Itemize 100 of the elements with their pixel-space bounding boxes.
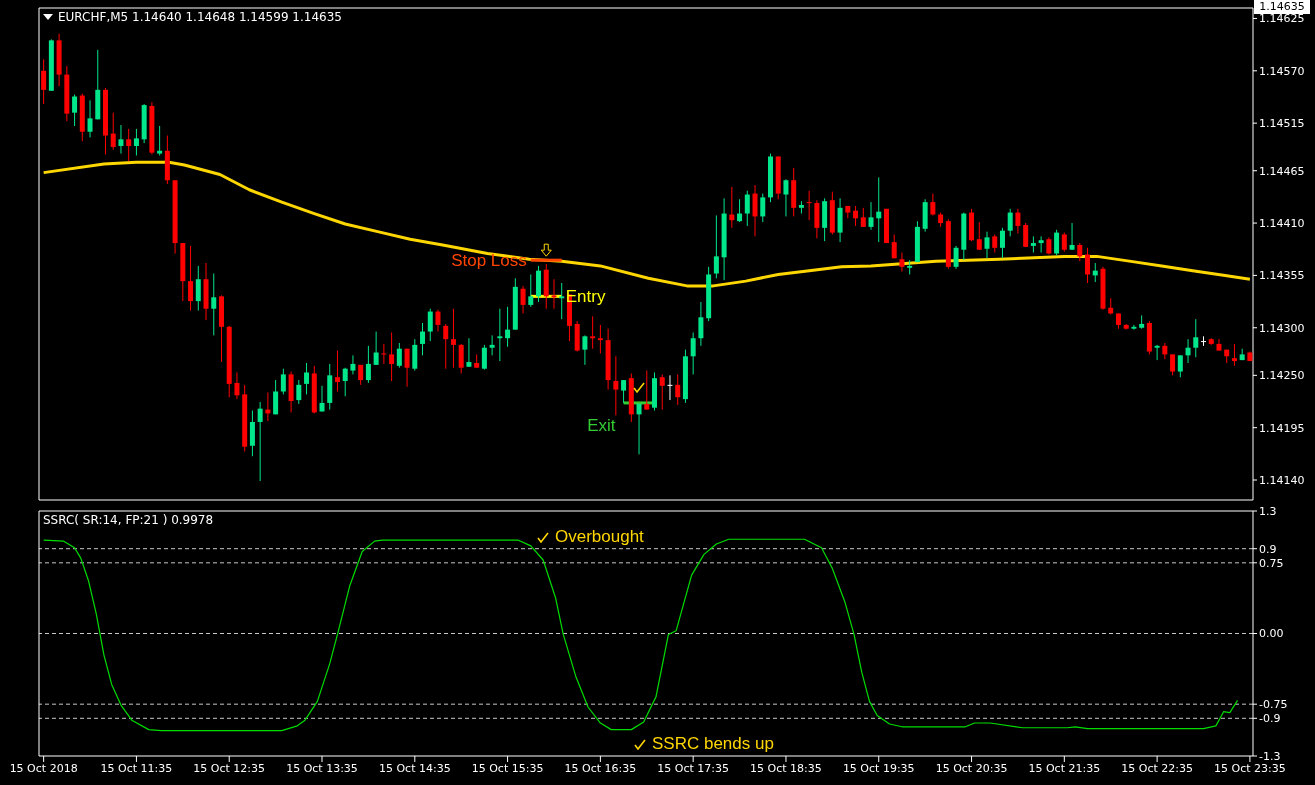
candlestick bbox=[1085, 247, 1091, 284]
candlestick bbox=[636, 403, 642, 455]
candlestick bbox=[613, 355, 619, 416]
candlestick bbox=[760, 193, 766, 223]
candlestick bbox=[118, 124, 124, 155]
candlestick bbox=[458, 343, 464, 374]
line-series bbox=[42, 160, 1252, 288]
candlestick bbox=[644, 370, 650, 411]
candlestick bbox=[234, 371, 240, 400]
candlestick bbox=[713, 214, 719, 279]
candlestick bbox=[744, 190, 750, 227]
candlestick bbox=[1231, 343, 1237, 367]
candlestick bbox=[1054, 229, 1060, 256]
candlestick bbox=[806, 190, 812, 221]
candlestick bbox=[698, 301, 704, 347]
y-tick-label: 0.75 bbox=[1259, 556, 1284, 570]
candlestick bbox=[659, 373, 665, 411]
candlestick bbox=[350, 354, 356, 375]
candlestick bbox=[1015, 208, 1021, 235]
candlestick bbox=[1007, 208, 1013, 237]
candlestick bbox=[899, 252, 905, 273]
candlestick bbox=[126, 128, 132, 162]
candlestick bbox=[505, 306, 511, 348]
candlestick bbox=[157, 125, 163, 156]
annotation: Overbought bbox=[555, 527, 644, 547]
x-tick-label: 15 Oct 18:35 bbox=[750, 761, 822, 775]
x-tick-label: 15 Oct 15:35 bbox=[471, 761, 544, 775]
annotation: Stop Loss bbox=[451, 251, 527, 271]
candlestick bbox=[211, 273, 217, 336]
candlestick bbox=[783, 178, 789, 217]
candlestick bbox=[1023, 222, 1029, 248]
candlestick bbox=[195, 265, 201, 312]
y-tick-label: 1.14515 bbox=[1259, 117, 1305, 131]
x-tick-label: 15 Oct 23:35 bbox=[1214, 761, 1286, 775]
y-tick-label: 1.14570 bbox=[1259, 64, 1305, 78]
candlestick bbox=[296, 379, 302, 405]
text: 1.14635 bbox=[1254, 0, 1310, 14]
candlestick bbox=[489, 334, 495, 356]
y-tick-label: 1.14355 bbox=[1259, 269, 1305, 283]
y-tick-label: 0.9 bbox=[1259, 542, 1277, 556]
candlestick bbox=[319, 385, 325, 412]
annotation: Exit bbox=[587, 415, 616, 435]
candlestick bbox=[396, 342, 402, 369]
x-tick-label: 15 Oct 11:35 bbox=[100, 761, 173, 775]
x-tick-label: 15 Oct 12:35 bbox=[193, 761, 266, 775]
candlestick bbox=[443, 323, 449, 370]
y-tick-label: 1.14195 bbox=[1259, 421, 1305, 435]
candlestick bbox=[342, 367, 348, 397]
candlestick bbox=[590, 315, 596, 350]
candlestick bbox=[1201, 335, 1207, 347]
candlestick bbox=[257, 401, 263, 482]
candlestick bbox=[1193, 318, 1199, 358]
candlestick bbox=[1131, 324, 1137, 331]
candlestick bbox=[87, 99, 93, 138]
x-tick-label: 15 Oct 21:35 bbox=[1028, 761, 1101, 775]
candlestick bbox=[435, 309, 441, 333]
y-tick-label: 1.3 bbox=[1259, 504, 1277, 518]
candlestick bbox=[1038, 235, 1044, 254]
candlestick bbox=[1077, 242, 1083, 262]
candlestick bbox=[304, 362, 310, 395]
x-tick-label: 15 Oct 2018 bbox=[9, 761, 78, 775]
candlestick bbox=[582, 334, 588, 366]
candlestick bbox=[853, 205, 859, 227]
candlestick bbox=[876, 176, 882, 243]
candlestick bbox=[497, 308, 503, 362]
candlestick bbox=[1216, 338, 1222, 352]
candlestick bbox=[752, 184, 758, 237]
y-tick-label: -1.3 bbox=[1259, 749, 1281, 763]
candlestick bbox=[466, 337, 472, 368]
x-tick-label: 15 Oct 16:35 bbox=[564, 761, 637, 775]
candlestick bbox=[551, 278, 557, 310]
candlestick bbox=[381, 343, 387, 365]
y-tick-label: 1.14410 bbox=[1259, 216, 1305, 230]
y-tick-label: 1.14140 bbox=[1259, 473, 1305, 487]
candlestick bbox=[389, 332, 395, 382]
candlestick bbox=[999, 227, 1005, 259]
annotation: Entry bbox=[565, 287, 606, 307]
x-tick-label: 15 Oct 22:35 bbox=[1121, 761, 1193, 775]
y-tick-label: 1.14465 bbox=[1259, 164, 1305, 178]
candlestick bbox=[667, 374, 673, 401]
candlestick bbox=[953, 245, 959, 270]
candlestick bbox=[528, 273, 534, 308]
candlestick bbox=[412, 338, 418, 372]
candlestick bbox=[1154, 344, 1160, 361]
candlestick bbox=[427, 308, 433, 342]
candlestick bbox=[1177, 354, 1183, 378]
y-tick-label: 0.00 bbox=[1259, 627, 1284, 641]
candlestick bbox=[188, 245, 194, 312]
candlestick bbox=[450, 308, 456, 369]
candlestick bbox=[72, 94, 78, 127]
candlestick bbox=[273, 379, 279, 415]
y-tick-label: -0.9 bbox=[1259, 712, 1281, 726]
y-tick-label: 1.14250 bbox=[1259, 369, 1305, 383]
candlestick bbox=[404, 348, 410, 388]
candlestick bbox=[976, 221, 982, 251]
candlestick bbox=[621, 379, 627, 404]
candlestick bbox=[1061, 232, 1067, 253]
x-tick-label: 15 Oct 14:35 bbox=[378, 761, 451, 775]
candlestick bbox=[365, 345, 371, 384]
candlestick bbox=[520, 285, 526, 314]
